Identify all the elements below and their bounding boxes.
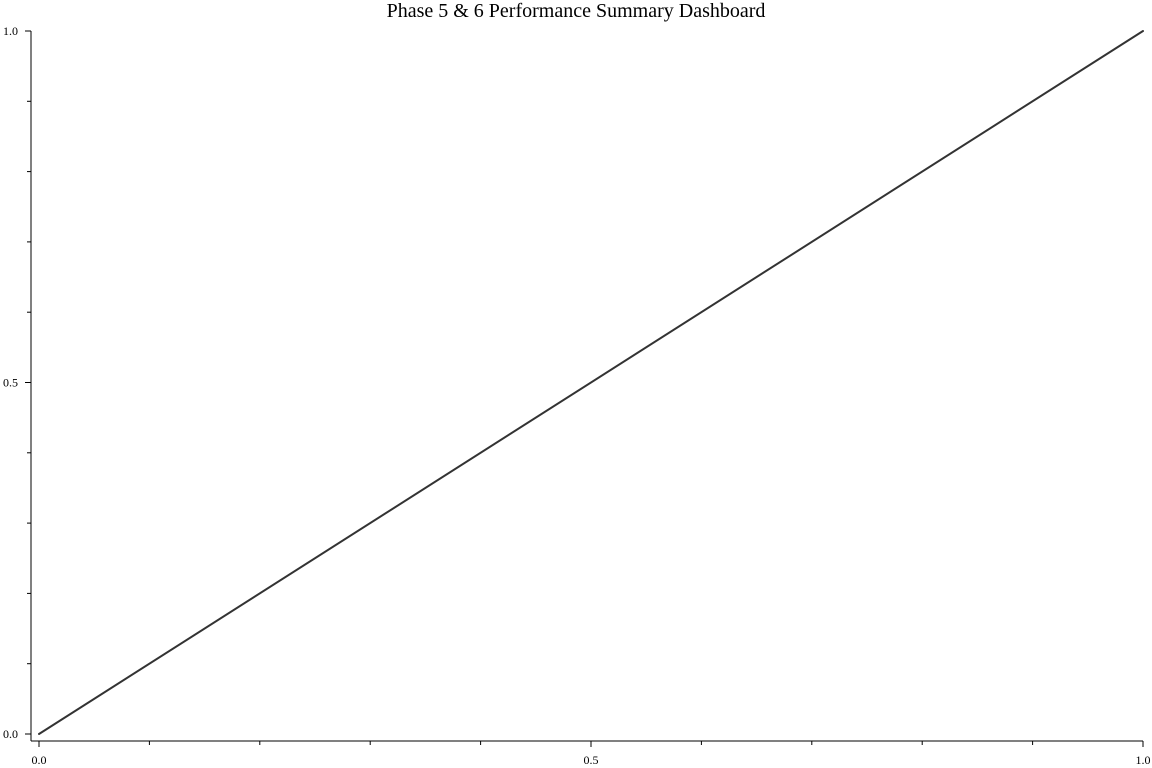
x-tick-label: 1.0 — [1136, 753, 1151, 767]
y-axis-ticks: 0.0 0.5 1.0 — [3, 24, 31, 741]
y-tick-label: 0.5 — [3, 376, 18, 390]
x-axis-ticks: 0.0 0.5 1.0 — [32, 741, 1151, 767]
y-tick-label: 0.0 — [3, 727, 18, 741]
series-line — [38, 30, 1144, 735]
chart-title: Phase 5 & 6 Performance Summary Dashboar… — [386, 0, 766, 22]
x-tick-label: 0.0 — [32, 753, 47, 767]
series-layer — [38, 30, 1144, 735]
y-tick-label: 1.0 — [3, 24, 18, 38]
x-tick-label: 0.5 — [584, 753, 599, 767]
